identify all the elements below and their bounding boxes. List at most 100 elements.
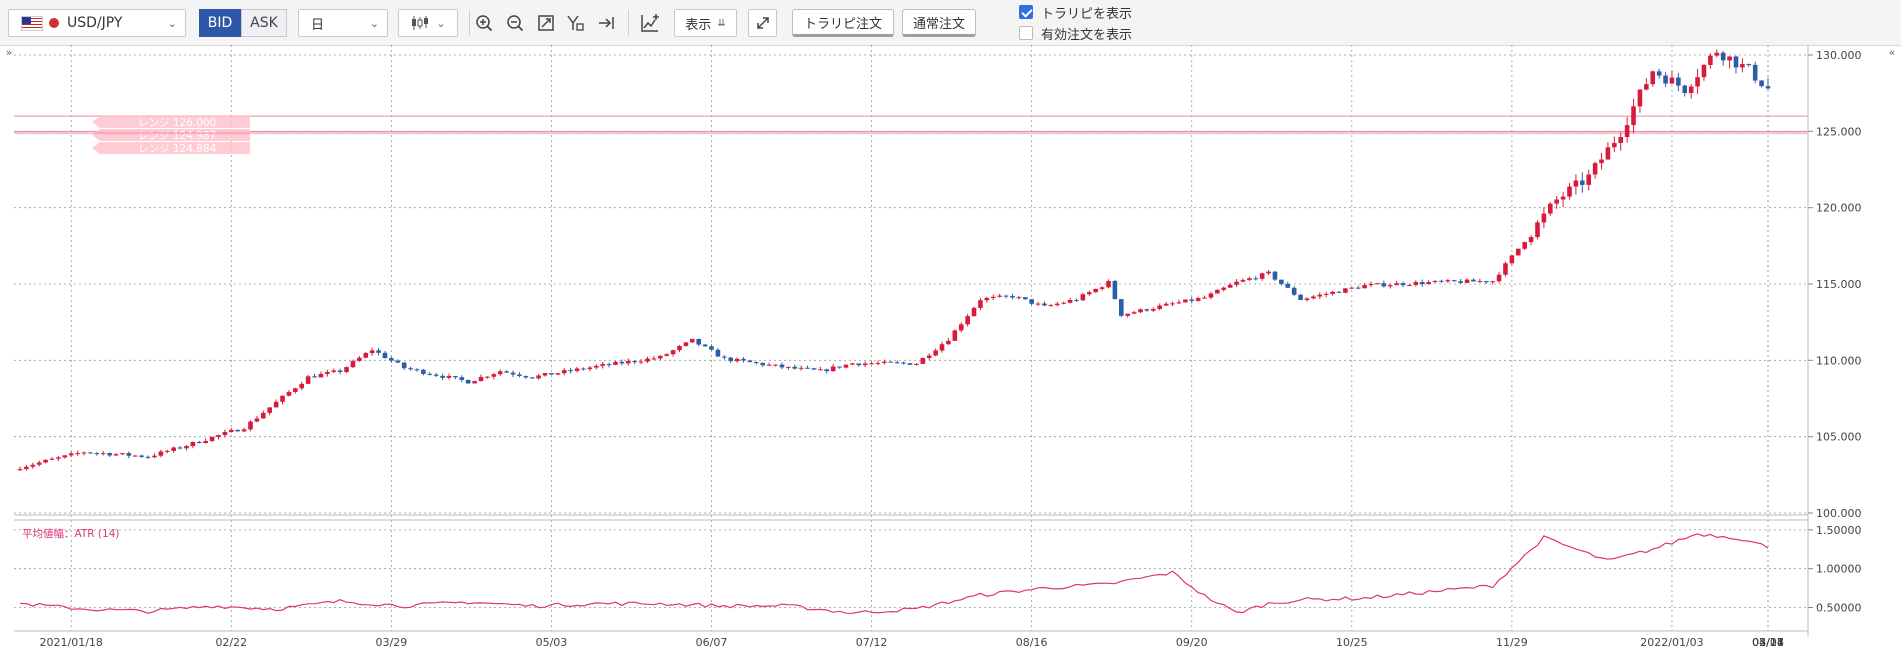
chart-type-selector[interactable]: ⌄ [398,9,458,37]
bid-button[interactable]: BID [199,9,241,37]
candle-body [1349,287,1355,289]
candle-body [1343,288,1348,293]
candle-body [1029,299,1034,304]
candle-body [100,453,106,455]
candle-body [1368,283,1374,286]
candle-body [209,436,215,442]
candle-body [139,455,144,457]
candle-body [113,454,119,456]
candle-body [1099,287,1105,289]
candle-body [49,458,55,460]
candle-body [625,360,631,364]
candle-body [1317,294,1323,297]
normal-order-button[interactable]: 通常注文 [902,9,976,37]
candle-body [299,383,305,389]
candle-body [683,342,689,346]
candle-body [1541,213,1547,223]
candle-body [958,324,964,331]
display-menu[interactable]: 表示 ⇊ [674,9,737,37]
candle-body [453,375,458,378]
fit-screen-icon[interactable] [533,11,559,35]
show-trailing-checkbox[interactable] [1019,5,1033,19]
candle-body [158,451,164,456]
candle-body [1247,278,1252,280]
candle-body [1682,85,1688,94]
double-chevron-right-icon[interactable]: » [5,45,13,59]
candle-body [1138,309,1143,313]
atr-tick-label: 1.50000 [1816,524,1862,537]
price-tick-label: 115.000 [1816,278,1862,291]
candle-body [933,350,938,356]
candle-body [1048,305,1054,307]
candle-body [1663,75,1668,84]
candle-body [357,357,362,361]
candle-body [184,446,189,449]
candle-body [850,363,855,365]
candle-body [1381,283,1387,287]
candle-body [1567,186,1572,197]
candle-body [1477,281,1483,283]
price-tick-label: 110.000 [1816,354,1862,367]
candle-body [1119,299,1124,316]
show-active-orders-checkbox[interactable] [1019,26,1033,40]
candle-body [779,364,785,368]
candle-body [830,366,836,372]
candle-body [248,421,253,430]
candle-body [331,370,337,373]
candle-body [1740,64,1745,68]
candle-body [843,364,849,368]
candle-body [389,358,394,361]
date-tick-label: 07/12 [856,636,888,649]
show-trailing-row[interactable]: トラリピを表示 [1019,3,1132,22]
symbol-selector[interactable]: USD/JPY ⌄ [8,9,186,37]
candle-body [811,368,817,370]
candle-body [376,350,381,353]
candle-body [1560,196,1566,200]
date-tick-label: 10/25 [1336,636,1368,649]
candle-body [1208,293,1214,298]
candle-body [1765,86,1771,89]
show-active-orders-row[interactable]: 有効注文を表示 [1019,24,1132,43]
candle-body [798,367,804,369]
atr-legend: 平均値幅：ATR (14) [22,527,119,540]
candle-body [1432,280,1438,283]
double-chevron-left-icon[interactable]: « [1888,45,1896,59]
candle-body [408,368,413,370]
candle-body [17,469,23,471]
add-indicator-icon[interactable] [637,11,663,35]
candle-body [1266,271,1271,274]
expand-icon[interactable] [748,9,777,37]
candle-body [549,373,554,375]
trailing-order-button[interactable]: トラリピ注文 [792,9,894,37]
candle-body [786,366,791,368]
candle-body [1003,295,1009,297]
candle-body [1074,300,1079,302]
candle-body [286,391,292,396]
date-tick-label: 09/20 [1176,636,1208,649]
candle-body [1253,278,1259,280]
candle-body [715,349,721,357]
candle-body [1515,248,1521,256]
date-tick-label: 11/29 [1496,636,1528,649]
candle-body [337,370,343,372]
candle-body [401,362,407,369]
candle-body [1624,125,1630,138]
candle-body [1035,303,1041,305]
candle-body [574,368,580,371]
ask-button[interactable]: ASK [241,9,287,37]
jump-to-latest-icon[interactable] [593,11,619,35]
zoom-out-icon[interactable] [502,11,528,35]
candle-body [24,466,29,470]
candle-body [1548,203,1553,214]
candle-body [1554,199,1560,204]
timeframe-selector[interactable]: 日 ⌄ [298,9,388,37]
drawing-tool-icon[interactable] [562,11,588,35]
candle-body [1752,64,1758,81]
candle-body [369,350,375,354]
candle-body [1304,298,1310,300]
candle-body [914,363,919,365]
zoom-in-icon[interactable] [471,11,497,35]
candle-body [773,364,778,366]
candle-body [1650,71,1656,85]
